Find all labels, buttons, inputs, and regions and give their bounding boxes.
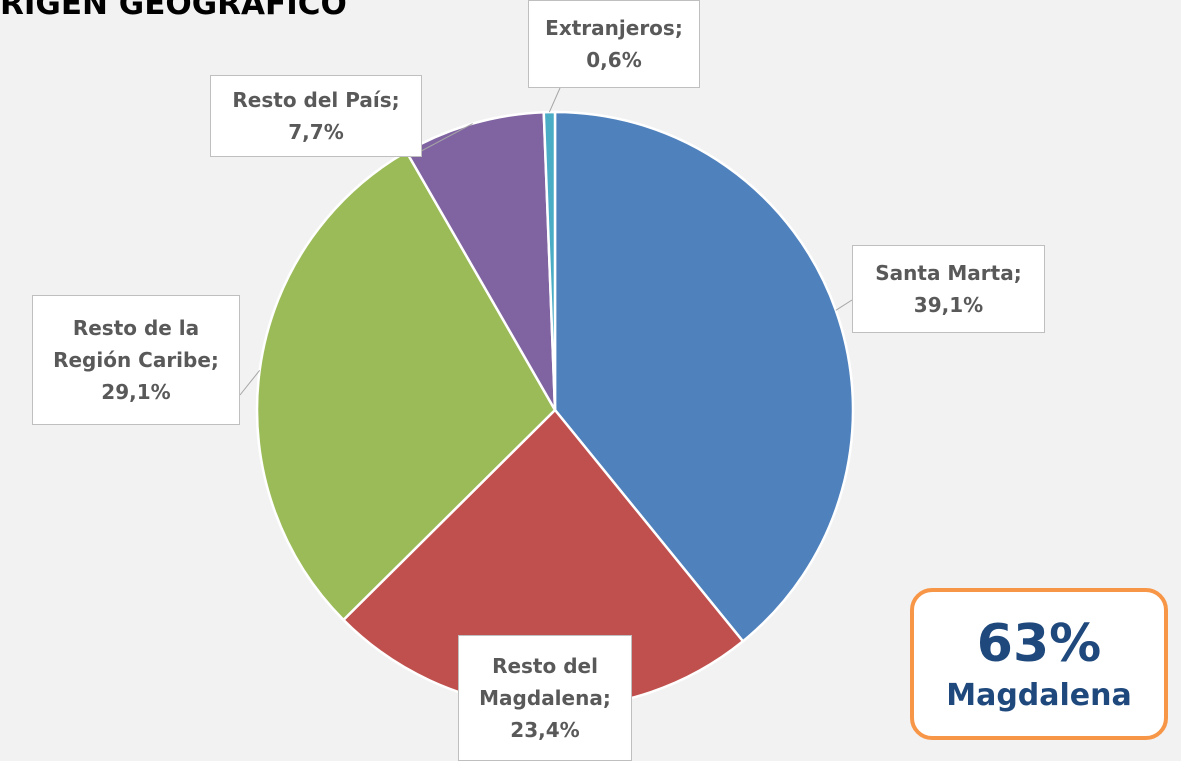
data-label: Resto de la Región Caribe; 29,1% — [32, 295, 240, 425]
annotation-box: 63% Magdalena — [910, 588, 1168, 740]
leader-line — [548, 87, 561, 113]
label-category: Resto de la Región Caribe; — [53, 316, 219, 372]
label-value: 23,4% — [510, 718, 580, 742]
data-label: Resto del País; 7,7% — [210, 75, 422, 157]
data-label: Santa Marta; 39,1% — [852, 245, 1045, 333]
annotation-value: 63% — [976, 614, 1102, 674]
annotation-text: Magdalena — [946, 678, 1132, 713]
chart-title: RIGEN GEOGRAFICO — [0, 0, 347, 22]
label-value: 7,7% — [288, 120, 344, 144]
label-value: 39,1% — [913, 293, 984, 317]
label-category: Resto del Magdalena; — [479, 654, 611, 710]
pie-slice — [255, 149, 557, 622]
leader-line — [835, 299, 853, 311]
data-label: Resto del Magdalena; 23,4% — [458, 635, 632, 761]
leader-line — [239, 369, 261, 396]
label-value: 0,6% — [586, 48, 642, 72]
label-category: Santa Marta; — [875, 261, 1022, 285]
pie-slice — [553, 110, 855, 644]
label-value: 29,1% — [101, 380, 171, 404]
label-category: Resto del País; — [232, 88, 400, 112]
label-category: Extranjeros; — [545, 16, 683, 40]
data-label: Extranjeros; 0,6% — [528, 0, 700, 88]
